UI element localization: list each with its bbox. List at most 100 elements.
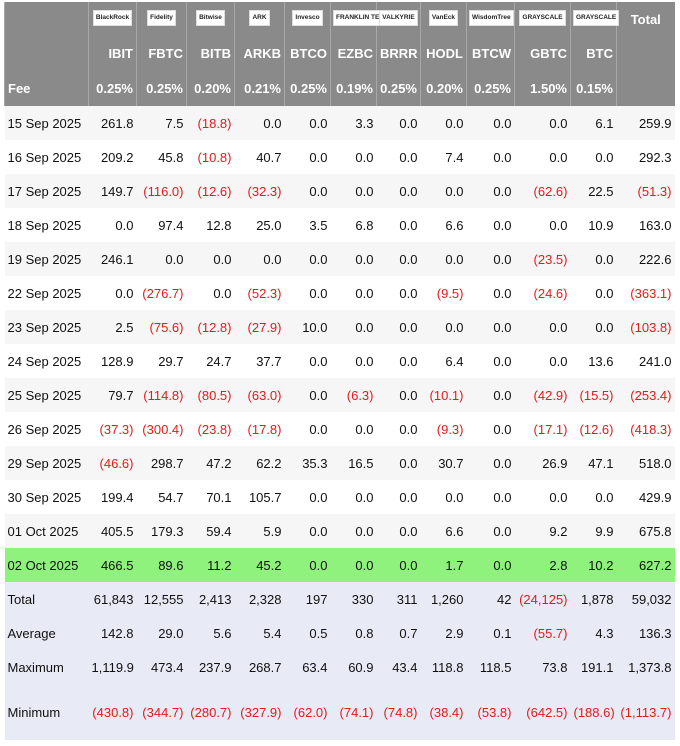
flow-value: 97.4: [136, 208, 187, 242]
flow-value: 0.0: [284, 106, 331, 140]
flow-value: 0.0: [466, 276, 515, 310]
fee: 0.25%: [376, 70, 421, 106]
logo-cell: GRAYSCALE: [570, 2, 620, 36]
fee: 0.20%: [420, 70, 467, 106]
flow-value: 2,328: [234, 582, 285, 616]
row-label: 26 Sep 2025: [4, 412, 89, 446]
flow-value: 0.0: [88, 276, 137, 310]
flow-value: 0.0: [466, 446, 515, 480]
row-label: 19 Sep 2025: [4, 242, 89, 276]
summary-row: Maximum 1,119.9 473.4 237.9 268.7 63.4 60.9 43.…: [4, 650, 675, 684]
flow-value: (363.1): [616, 276, 675, 310]
flow-value: 0.0: [514, 140, 571, 174]
flow-value: 10.2: [570, 548, 617, 582]
fee: 0.25%: [466, 70, 515, 106]
flow-value: 0.0: [376, 446, 421, 480]
flow-value: 59.4: [186, 514, 235, 548]
flow-value: (38.4): [420, 684, 467, 740]
flow-value: 2.5: [88, 310, 137, 344]
flow-value: 7.4: [420, 140, 467, 174]
row-label: 17 Sep 2025: [4, 174, 89, 208]
flow-value: 16.5: [330, 446, 377, 480]
row-label: Minimum: [4, 684, 89, 740]
flow-value: 118.5: [466, 650, 515, 684]
flow-value: 0.0: [186, 242, 235, 276]
flow-value: 3.5: [284, 208, 331, 242]
flow-value: 241.0: [616, 344, 675, 378]
flow-value: 675.8: [616, 514, 675, 548]
flow-value: 11.2: [186, 548, 235, 582]
flow-value: 191.1: [570, 650, 617, 684]
flow-value: 10.9: [570, 208, 617, 242]
flow-value: 45.2: [234, 548, 285, 582]
row-label: 01 Oct 2025: [4, 514, 89, 548]
flow-value: 10.0: [284, 310, 331, 344]
flow-value: 12.8: [186, 208, 235, 242]
daily-row: 02 Oct 2025 466.5 89.6 11.2 45.2 0.0 0.0 0.0 1.7…: [4, 548, 675, 582]
flow-value: (9.5): [420, 276, 467, 310]
issuer-logo: Bitwise: [196, 9, 225, 26]
flow-value: (12.6): [570, 412, 617, 446]
flow-value: 0.0: [376, 242, 421, 276]
flow-value: 0.0: [376, 140, 421, 174]
flow-value: 6.4: [420, 344, 467, 378]
flow-value: (300.4): [136, 412, 187, 446]
flow-value: (430.8): [88, 684, 137, 740]
flow-value: 105.7: [234, 480, 285, 514]
flow-value: 70.1: [186, 480, 235, 514]
flow-value: 0.0: [466, 140, 515, 174]
flow-value: (80.5): [186, 378, 235, 412]
flow-value: 0.0: [514, 480, 571, 514]
row-label: 16 Sep 2025: [4, 140, 89, 174]
flow-value: 0.0: [376, 378, 421, 412]
fee: 0.25%: [136, 70, 187, 106]
etf-flow-table: BlackRock Fidelity Bitwise ARK Invesco FRANKL…: [4, 2, 675, 740]
issuer-logo: Fidelity: [147, 9, 176, 26]
ticker: BTC: [570, 36, 617, 70]
flow-value: 43.4: [376, 650, 421, 684]
daily-row: 22 Sep 2025 0.0 (276.7) 0.0 (52.3) 0.0 0.0 0.0(…: [4, 276, 675, 310]
flow-value: (15.5): [570, 378, 617, 412]
flow-value: 0.7: [376, 616, 421, 650]
flow-value: 0.8: [330, 616, 377, 650]
flow-value: 0.0: [376, 310, 421, 344]
row-label: 02 Oct 2025: [4, 548, 89, 582]
flow-value: (276.7): [136, 276, 187, 310]
flow-value: 1,260: [420, 582, 467, 616]
flow-value: (23.8): [186, 412, 235, 446]
flow-value: (418.3): [616, 412, 675, 446]
flow-value: 2,413: [186, 582, 235, 616]
flow-value: 149.7: [88, 174, 137, 208]
flow-value: 466.5: [88, 548, 137, 582]
flow-value: (63.0): [234, 378, 285, 412]
flow-value: (116.0): [136, 174, 187, 208]
flow-value: 1.7: [420, 548, 467, 582]
flow-value: 0.0: [330, 174, 377, 208]
flow-value: 0.0: [376, 344, 421, 378]
issuer-logo: BlackRock: [92, 9, 133, 26]
flow-value: (17.8): [234, 412, 285, 446]
flow-value: 0.0: [330, 514, 377, 548]
flow-value: (74.1): [330, 684, 377, 740]
flow-value: 37.7: [234, 344, 285, 378]
flow-value: (12.6): [186, 174, 235, 208]
issuer-logo: GRAYSCALE: [519, 9, 566, 26]
flow-value: (280.7): [186, 684, 235, 740]
flow-value: 6.6: [420, 514, 467, 548]
flow-value: 29.0: [136, 616, 187, 650]
issuer-logo: ARK: [249, 9, 270, 26]
flow-value: 473.4: [136, 650, 187, 684]
flow-value: 35.3: [284, 446, 331, 480]
flow-value: (1,113.7): [616, 684, 675, 740]
flow-value: 0.0: [330, 480, 377, 514]
table-header: BlackRock Fidelity Bitwise ARK Invesco FRANKL…: [4, 2, 675, 106]
row-label: 30 Sep 2025: [4, 480, 89, 514]
flow-value: 429.9: [616, 480, 675, 514]
fee: 0.25%: [284, 70, 331, 106]
flow-value: 0.0: [570, 140, 617, 174]
flow-value: (17.1): [514, 412, 571, 446]
flow-value: (62.6): [514, 174, 571, 208]
flow-value: 30.7: [420, 446, 467, 480]
ticker: IBIT: [88, 36, 137, 70]
daily-row: 25 Sep 2025 79.7 (114.8) (80.5) (63.0) 0.0 (6.…: [4, 378, 675, 412]
